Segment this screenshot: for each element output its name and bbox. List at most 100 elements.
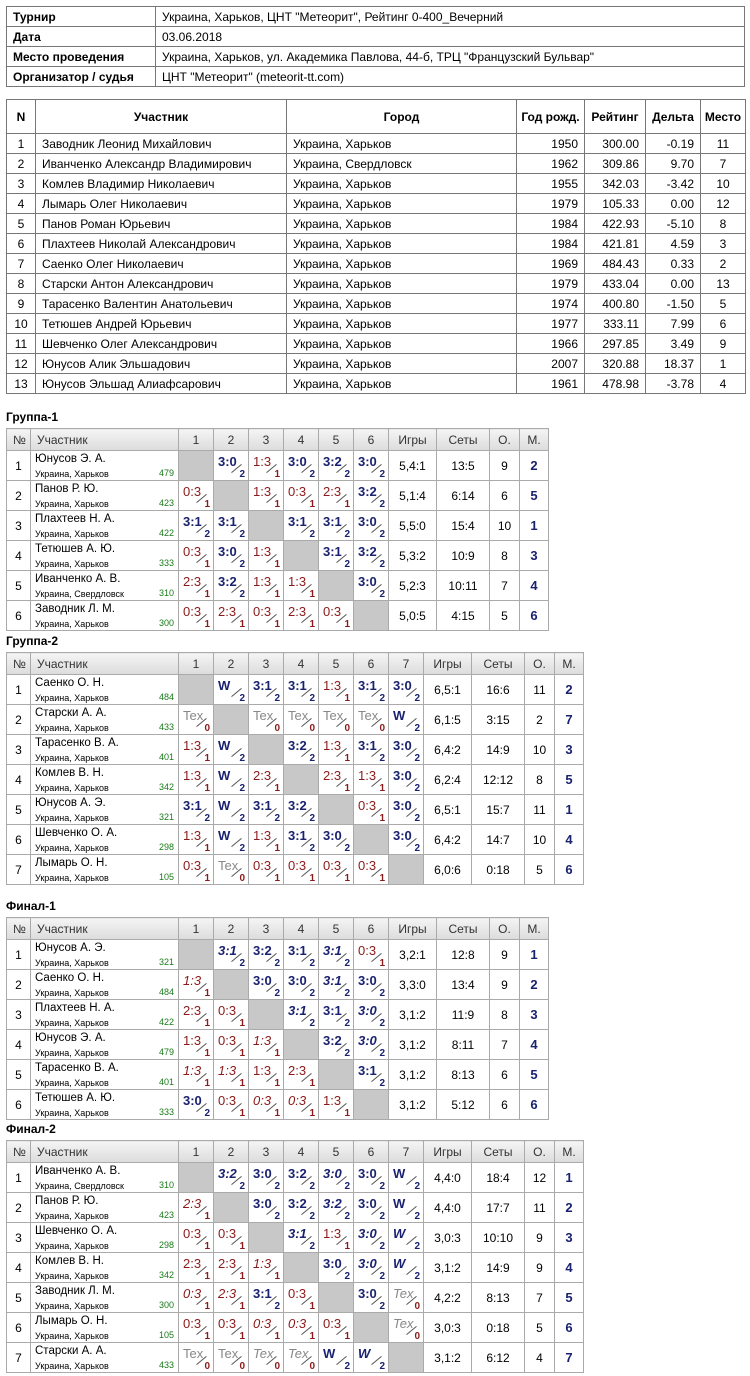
match-cell: Tex 0 — [178, 1342, 214, 1373]
match-points: 2 — [379, 1271, 385, 1282]
match-points: 2 — [344, 1048, 350, 1059]
match-score: 3:0 — [218, 454, 237, 469]
points: 11 — [524, 1192, 555, 1223]
header-row: № Участник 1 2 3 4 5 6 Игры Сеты О. М. — [6, 917, 549, 940]
match-score: 0:3 — [323, 858, 342, 873]
match-score: 3:2 — [218, 1166, 237, 1181]
match-points: 1 — [239, 1301, 245, 1312]
match-points: 2 — [379, 499, 385, 510]
match-score: 1:3 — [183, 828, 202, 843]
place: 3 — [519, 540, 549, 571]
match-points: 1 — [274, 873, 280, 884]
match-cell: 1:3 1 — [318, 1089, 354, 1120]
match-points: 0 — [204, 1361, 210, 1372]
match-cell: 2:3 1 — [213, 1252, 249, 1283]
cell: 3 — [6, 173, 36, 194]
match-score: 2:3 — [288, 604, 307, 619]
header-cell: 2 — [213, 652, 249, 675]
cross-table: № Участник 1 2 3 4 5 6 Игры Сеты О. М. 1 Юнусов А. Э.… — [6, 917, 549, 1120]
match-points: 1 — [204, 1048, 210, 1059]
info-value: ЦНТ "Метеорит" (meteorit-tt.com) — [155, 66, 745, 87]
cell: 0.33 — [645, 253, 701, 274]
match-points: 2 — [309, 958, 315, 969]
match-points: 2 — [344, 469, 350, 480]
match-score: 3:2 — [323, 1033, 342, 1048]
player-row: 6 Шевченко О. А. Украина, Харьков 298 1:3 1 W 2… — [6, 824, 584, 855]
match-cell: 2:3 1 — [213, 600, 249, 631]
match-points: 2 — [274, 958, 280, 969]
header-cell: 3 — [248, 1140, 284, 1163]
match-points: 1 — [309, 619, 315, 630]
match-points: 2 — [344, 1361, 350, 1372]
match-points: 1 — [344, 783, 350, 794]
match-cell: 0:3 1 — [178, 854, 214, 885]
match-cell: 3:1 2 — [353, 674, 389, 705]
player-cell: Старски А. А. Украина, Харьков 433 — [30, 1342, 179, 1373]
header-cell: 5 — [318, 917, 354, 940]
place: 3 — [554, 734, 584, 765]
player-rating: 433 — [158, 722, 174, 732]
points: 6 — [489, 1059, 520, 1090]
cross-table: № Участник 1 2 3 4 5 6 7 Игры Сеты О. М. 1 Иванченко А… — [6, 1140, 584, 1373]
cell: 8 — [700, 213, 746, 234]
player-name: Тетюшев А. Ю. — [35, 1092, 116, 1104]
player-cell: Заводник Л. М. Украина, Харьков 300 — [30, 1282, 179, 1313]
match-points: 2 — [414, 1271, 420, 1282]
row-number: 7 — [6, 854, 31, 885]
match-points: 0 — [274, 1361, 280, 1372]
match-score: 1:3 — [253, 1063, 272, 1078]
match-points: 1 — [274, 559, 280, 570]
header-cell: Участник — [35, 99, 287, 134]
match-cell: 3:0 2 — [178, 1089, 214, 1120]
match-score: 0:3 — [288, 858, 307, 873]
match-cell: 0:3 1 — [178, 480, 214, 511]
cell: Плахтеев Николай Александрович — [35, 233, 287, 254]
games: 6,0:6 — [423, 854, 472, 885]
player-city: Украина, Харьков — [35, 1018, 109, 1028]
match-score: 1:3 — [323, 738, 342, 753]
match-cell: 0:3 1 — [353, 854, 389, 885]
player-rating: 484 — [158, 987, 174, 997]
row-number: 5 — [6, 1282, 31, 1313]
match-cell: 2:3 1 — [213, 1282, 249, 1313]
match-cell: 3:2 2 — [283, 1162, 319, 1193]
match-cell: 3:0 2 — [248, 1162, 284, 1193]
match-points: 2 — [309, 988, 315, 999]
player-cell: Саенко О. Н. Украина, Харьков 484 — [30, 674, 179, 705]
match-score: 3:1 — [253, 1286, 272, 1301]
match-points: 2 — [239, 783, 245, 794]
match-score: 3:2 — [253, 943, 272, 958]
player-city: Украина, Харьков — [35, 1361, 109, 1371]
place: 5 — [554, 764, 584, 795]
match-points: 2 — [414, 1181, 420, 1192]
games: 6,4:2 — [423, 734, 472, 765]
match-score: 2:3 — [288, 1063, 307, 1078]
match-cell: 3:0 2 — [353, 1162, 389, 1193]
cell: Украина, Харьков — [286, 133, 517, 154]
cell: -1.50 — [645, 293, 701, 314]
games: 5,1:4 — [388, 480, 437, 511]
player-rating: 321 — [158, 812, 174, 822]
match-cell: 0:3 1 — [353, 794, 389, 825]
sets: 8:11 — [436, 1029, 490, 1060]
player-row: 4 Тетюшев А. Ю. Украина, Харьков 333 0:3 1 3:0… — [6, 540, 549, 571]
match-cell: 0:3 1 — [318, 1312, 354, 1343]
diagonal-cell — [318, 1282, 354, 1313]
cell: Лымарь Олег Николаевич — [35, 193, 287, 214]
match-cell: 1:3 1 — [213, 1059, 249, 1090]
cell: 1979 — [516, 193, 585, 214]
diagonal-cell — [283, 1029, 319, 1060]
match-cell: Tex 0 — [248, 1342, 284, 1373]
sets: 13:5 — [436, 450, 490, 481]
header-cell: О. — [489, 428, 520, 451]
match-score: 3:0 — [288, 454, 307, 469]
match-cell: 0:3 1 — [248, 1089, 284, 1120]
match-points: 1 — [379, 783, 385, 794]
header-cell: 6 — [353, 428, 389, 451]
match-points: 2 — [379, 559, 385, 570]
match-score: Tex — [183, 1346, 204, 1361]
match-points: 1 — [309, 499, 315, 510]
match-score: 0:3 — [218, 1093, 237, 1108]
match-points: 1 — [239, 1271, 245, 1282]
